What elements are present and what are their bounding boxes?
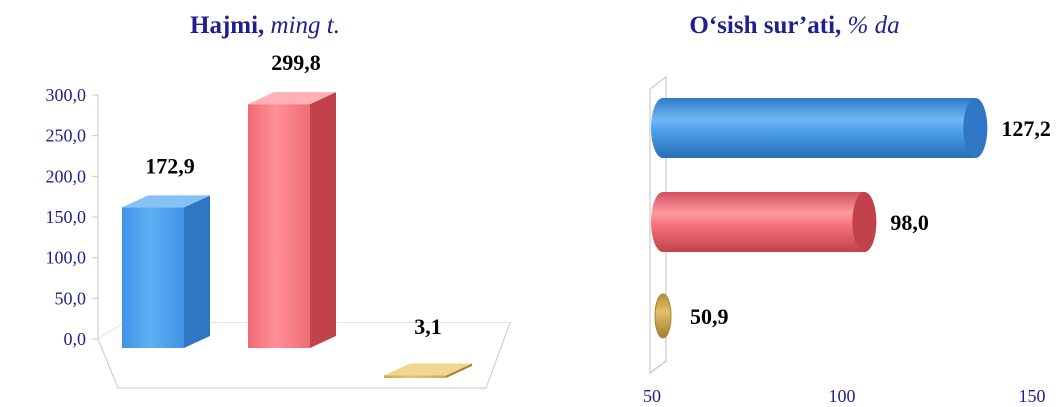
growth-title-main: O‘sish sur’ati, [689, 12, 842, 39]
y-tick-label: 0,0 [64, 329, 87, 349]
y-tick-label: 150,0 [46, 207, 87, 227]
bar-body [663, 192, 865, 252]
growth-bar-chart: 50 100 150 127,2 98,0 50,9 [643, 76, 1051, 406]
bar [122, 195, 210, 348]
bar-end-cap [852, 192, 877, 252]
bar [651, 98, 988, 158]
volume-title-main: Hajmi, [190, 12, 265, 39]
y-tick-label: 200,0 [46, 166, 87, 186]
bar [651, 192, 877, 252]
x-tick-label: 50 [643, 386, 661, 406]
bar-value-label: 98,0 [890, 210, 929, 235]
bar-side [310, 92, 336, 349]
bar-value-label: 3,1 [414, 314, 442, 339]
growth-chart-panel: O‘sish sur’ati, % da 50 100 150 127,2 98,0 5… [530, 0, 1059, 407]
volume-title-unit: ming t. [270, 12, 340, 39]
x-tick-label: 150 [1019, 386, 1046, 406]
bar [248, 92, 336, 349]
y-tick-label: 300,0 [46, 85, 87, 105]
bar [384, 363, 472, 378]
bar-front [384, 375, 446, 378]
y-tick-label: 100,0 [46, 248, 87, 268]
bar-front [122, 207, 184, 348]
volume-chart-panel: Hajmi, ming t. 0,0 50,0 100,0 150,0 200,0 250… [0, 12, 530, 390]
bar-front [248, 104, 310, 349]
volume-bar-chart: 0,0 50,0 100,0 150,0 200,0 250,0 300,0 172,9 29… [46, 50, 512, 390]
bar-side [446, 363, 472, 378]
bar-top [122, 195, 210, 208]
bar-body [663, 98, 976, 158]
floor-front-edge [97, 322, 511, 389]
bar [654, 293, 672, 339]
y-tick-label: 250,0 [46, 126, 87, 146]
bar-side [184, 195, 210, 348]
bar-end-cap [963, 98, 988, 158]
bar-value-label: 172,9 [145, 153, 195, 178]
bar-cap [654, 293, 672, 339]
growth-title-unit: % da [847, 12, 900, 39]
bar-value-label: 50,9 [690, 304, 729, 329]
bar-start-cap [651, 192, 675, 252]
growth-chart-title: O‘sish sur’ati, % da [530, 12, 1059, 40]
bar-start-cap [651, 98, 675, 158]
x-tick-label: 100 [829, 386, 856, 406]
y-tick-label: 50,0 [55, 288, 87, 308]
bar-value-label: 127,2 [1001, 116, 1051, 141]
bar-top [248, 92, 336, 105]
bar-top [384, 363, 472, 376]
bar-value-label: 299,8 [271, 50, 321, 75]
volume-chart-title: Hajmi, ming t. [0, 12, 530, 40]
wall-base-edge [649, 360, 667, 374]
